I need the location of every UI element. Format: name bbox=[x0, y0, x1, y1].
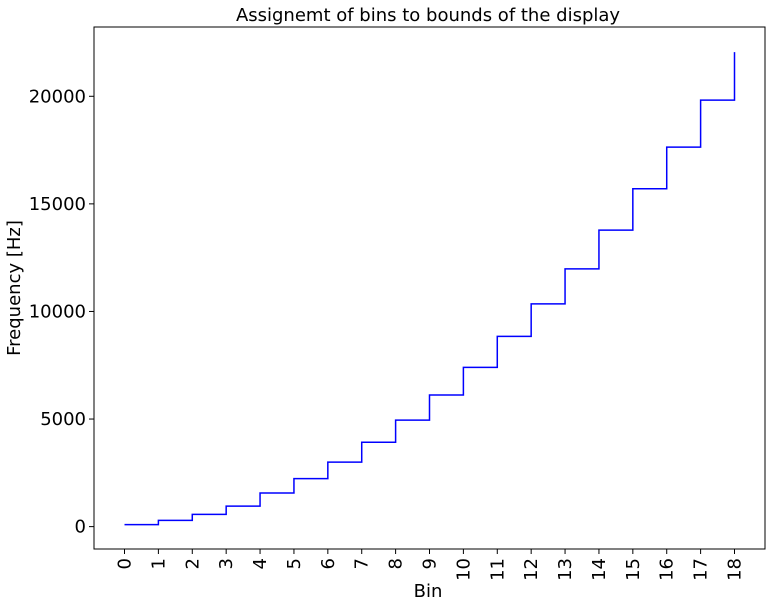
x-tick-label: 7 bbox=[352, 558, 373, 569]
x-tick-label: 0 bbox=[115, 558, 136, 569]
x-tick-label: 11 bbox=[487, 558, 508, 581]
series-layer bbox=[124, 52, 736, 526]
x-tick-label: 1 bbox=[148, 558, 169, 569]
x-tick-label: 14 bbox=[589, 558, 610, 581]
y-axis-label: Frequency [Hz] bbox=[4, 220, 25, 356]
y-tick-label: 10000 bbox=[29, 301, 86, 322]
x-tick-label: 15 bbox=[623, 558, 644, 581]
chart-title: Assignemt of bins to bounds of the displ… bbox=[236, 5, 620, 26]
series-line-0 bbox=[124, 52, 736, 526]
x-axis: 0 1 2 3 4 5 6 7 8 9 10 11 12 13 14 15 16 17 18 bbox=[115, 549, 746, 581]
x-tick-label: 5 bbox=[284, 558, 305, 569]
y-tick-label: 15000 bbox=[29, 194, 86, 215]
x-tick-label: 16 bbox=[657, 558, 678, 581]
x-tick-label: 4 bbox=[250, 558, 271, 569]
y-axis: 0 5000 10000 15000 20000 bbox=[29, 86, 94, 538]
x-tick-label: 8 bbox=[386, 558, 407, 569]
y-tick-label: 5000 bbox=[40, 409, 86, 430]
x-tick-label: 9 bbox=[420, 558, 441, 569]
x-tick-label: 10 bbox=[453, 558, 474, 581]
x-tick-label: 13 bbox=[555, 558, 576, 581]
x-tick-label: 3 bbox=[216, 558, 237, 569]
x-tick-label: 12 bbox=[521, 558, 542, 581]
x-tick-label: 6 bbox=[318, 558, 339, 569]
y-tick-label: 20000 bbox=[29, 86, 86, 107]
y-tick-label: 0 bbox=[75, 517, 86, 538]
x-tick-label: 2 bbox=[182, 558, 203, 569]
x-tick-label: 18 bbox=[725, 558, 746, 581]
x-tick-label: 17 bbox=[691, 558, 712, 581]
x-axis-label: Bin bbox=[414, 581, 443, 602]
